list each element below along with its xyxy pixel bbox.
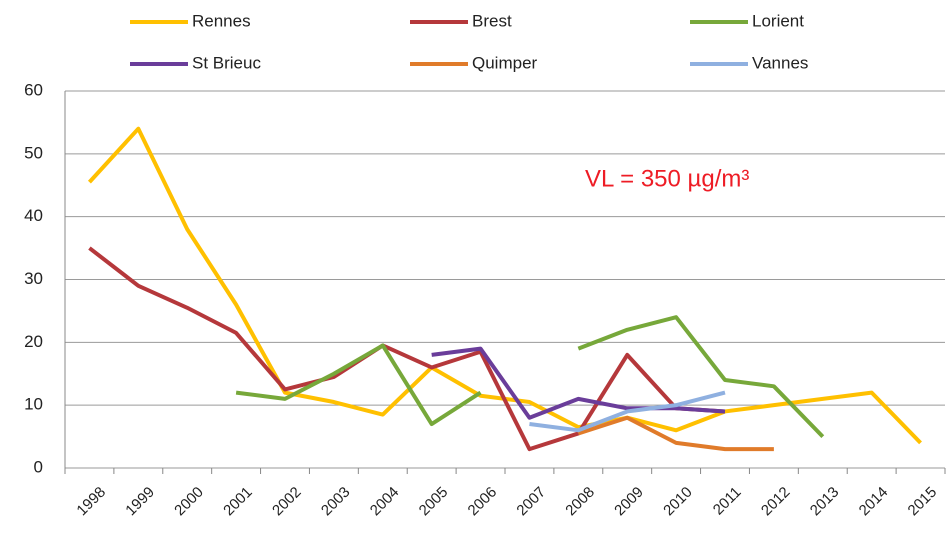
y-tick-label: 40 — [24, 206, 43, 225]
x-tick-label: 2011 — [710, 484, 745, 519]
x-tick-label: 2007 — [513, 484, 549, 520]
x-tick-label: 2012 — [758, 484, 794, 520]
x-tick-label: 2000 — [171, 484, 207, 520]
line-series — [87, 126, 922, 445]
x-tick-label: 2003 — [318, 484, 354, 520]
legend-label: Quimper — [472, 53, 538, 72]
x-tick-label: 2008 — [562, 484, 598, 520]
x-tick-label: 2001 — [220, 484, 256, 520]
x-tick-label: 2014 — [856, 484, 892, 520]
x-tick-label: 2015 — [905, 484, 941, 520]
line-series — [235, 315, 825, 438]
x-tick-label: 1998 — [73, 484, 109, 520]
y-tick-label: 60 — [24, 80, 43, 99]
line-series — [88, 246, 726, 452]
x-tick-label: 2004 — [367, 484, 403, 520]
y-tick-label: 0 — [34, 457, 43, 476]
y-tick-label: 20 — [24, 332, 43, 351]
legend-label: Lorient — [752, 11, 804, 30]
line-series — [431, 346, 726, 420]
x-tick-label: 2013 — [807, 484, 843, 520]
legend-label: Vannes — [752, 53, 808, 72]
y-tick-label: 50 — [24, 143, 43, 162]
legend-label: Brest — [472, 11, 512, 30]
legend-label: St Brieuc — [192, 53, 261, 72]
x-tick-label: 2010 — [660, 484, 696, 520]
x-tick-label: 2009 — [611, 484, 647, 520]
line-series — [529, 390, 726, 433]
x-tick-label: 1999 — [122, 484, 158, 520]
legend-label: Rennes — [192, 11, 251, 30]
line-series — [577, 415, 774, 452]
y-tick-label: 10 — [24, 395, 43, 414]
annotation: VL = 350 µg/m³ — [585, 165, 749, 192]
x-tick-label: 2005 — [416, 484, 452, 520]
y-tick-label: 30 — [24, 269, 43, 288]
x-tick-label: 2002 — [269, 484, 305, 520]
x-tick-label: 2006 — [465, 484, 501, 520]
